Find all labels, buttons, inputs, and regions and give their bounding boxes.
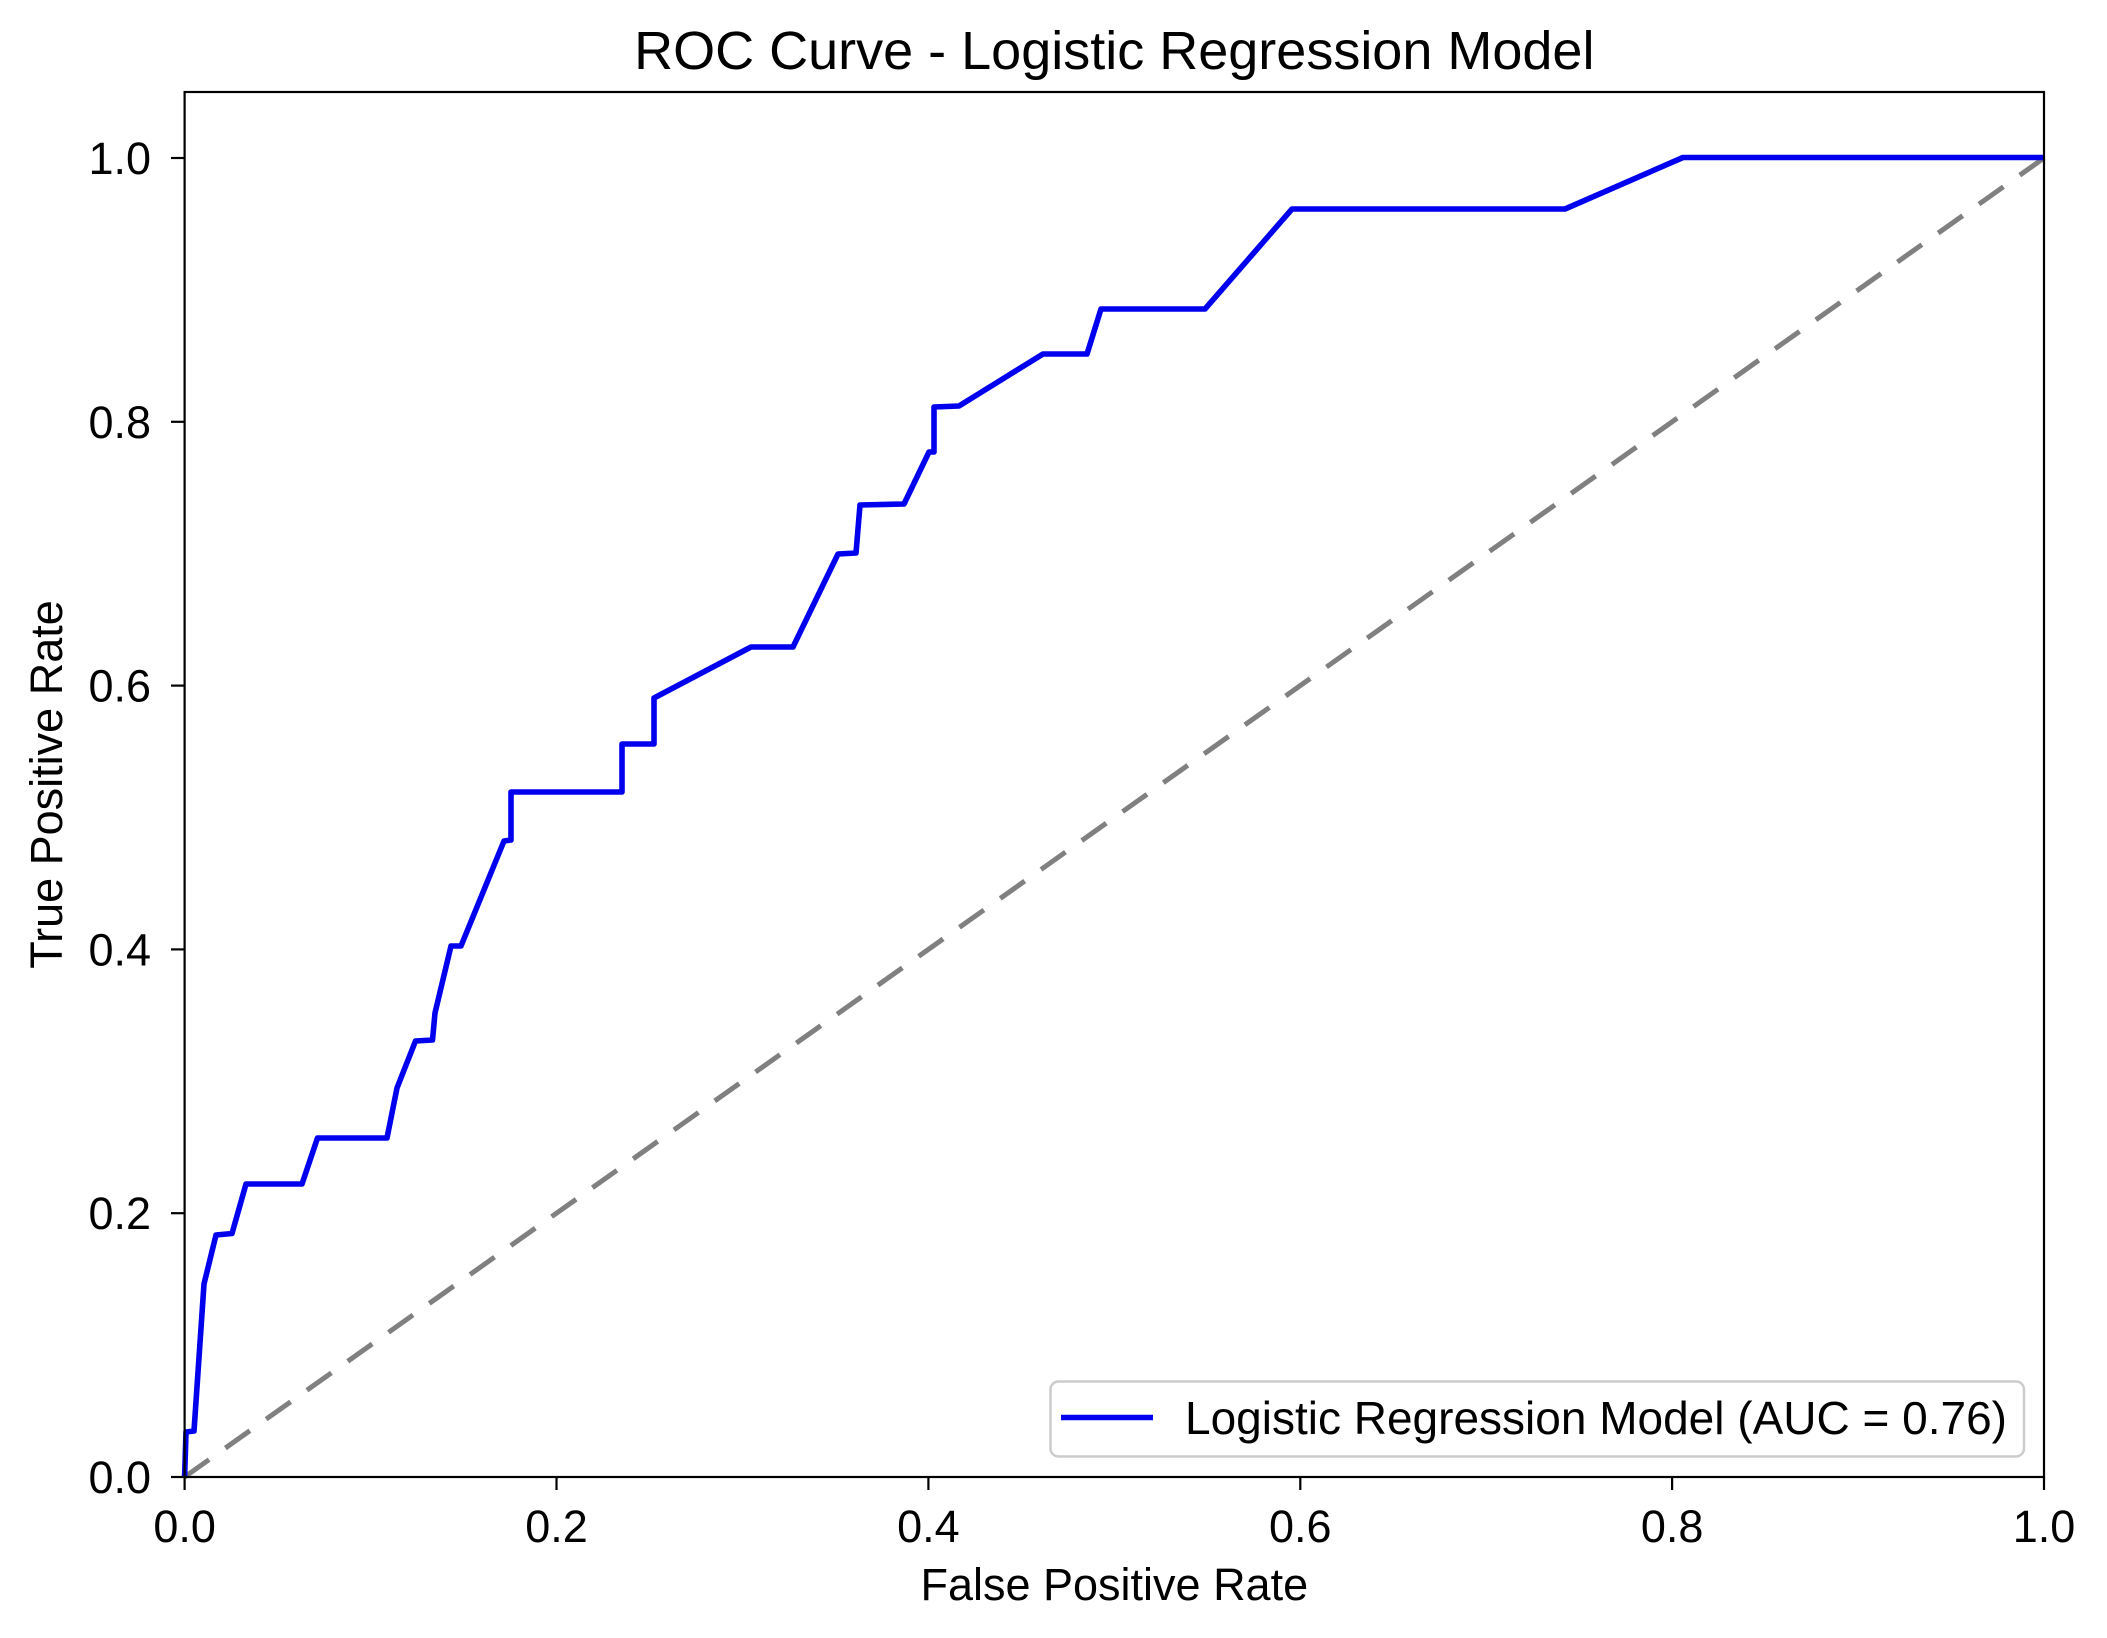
svg-text:0.6: 0.6 [88,661,151,712]
svg-text:0.4: 0.4 [88,924,151,975]
svg-text:0.8: 0.8 [1641,1501,1704,1552]
svg-text:0.4: 0.4 [897,1501,960,1552]
svg-text:0.8: 0.8 [88,397,151,448]
svg-text:0.0: 0.0 [88,1452,151,1503]
svg-text:True Positive Rate: True Positive Rate [21,600,72,968]
svg-text:0.2: 0.2 [88,1188,151,1239]
svg-text:0.0: 0.0 [153,1501,216,1552]
svg-text:0.2: 0.2 [525,1501,588,1552]
svg-text:1.0: 1.0 [2013,1501,2076,1552]
svg-text:1.0: 1.0 [88,133,151,184]
svg-text:ROC Curve - Logistic Regressio: ROC Curve - Logistic Regression Model [634,21,1594,81]
svg-text:Logistic Regression Model (AUC: Logistic Regression Model (AUC = 0.76) [1185,1392,2007,1444]
svg-text:0.6: 0.6 [1269,1501,1332,1552]
svg-text:False Positive Rate: False Positive Rate [920,1559,1308,1610]
